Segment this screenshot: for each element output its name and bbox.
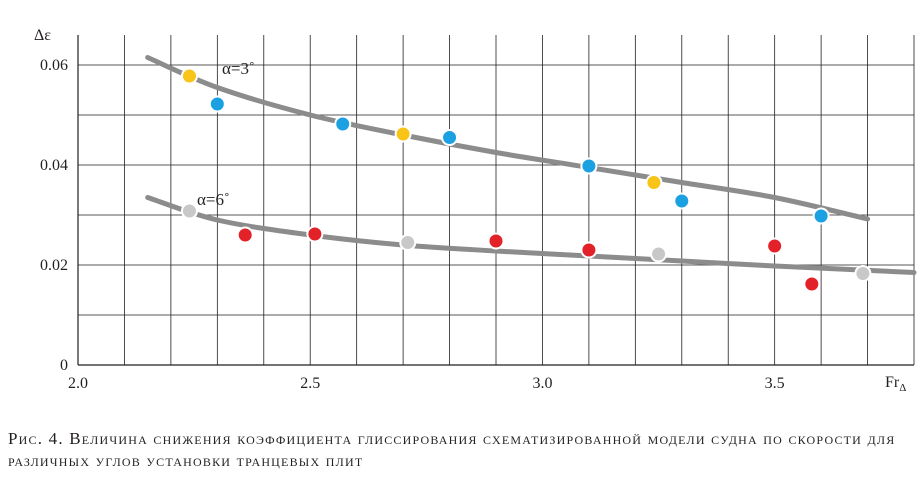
- figure-caption: Рис. 4. Величина снижения коэффициента г…: [8, 428, 908, 472]
- data-point: [441, 129, 459, 146]
- data-point: [487, 232, 505, 250]
- data-point: [673, 192, 691, 210]
- x-axis-title: FrΔ: [885, 374, 906, 394]
- data-point: [334, 115, 352, 133]
- curve-label-1: α=3˚: [222, 59, 255, 78]
- data-point: [812, 207, 830, 225]
- y-axis-title: Δε: [34, 27, 51, 44]
- y-tick-label: 0.04: [40, 157, 68, 174]
- fit-curve-2: [145, 195, 917, 275]
- x-tick-label: 3.5: [765, 375, 785, 392]
- x-tick-label: 2.0: [68, 375, 88, 392]
- x-axis-title-subscript: Δ: [899, 382, 906, 394]
- data-point: [650, 245, 668, 263]
- x-tick-label: 3.0: [532, 375, 552, 392]
- data-point: [580, 157, 598, 175]
- chart: 2.0 2.5 3.0 3.5 0 0.02 0.04 0.06 Δε FrΔ α=3˚ α=6˚: [34, 27, 917, 394]
- data-point: [236, 226, 254, 244]
- fit-curves: [145, 55, 917, 275]
- y-tick-label: 0: [60, 357, 68, 374]
- data-points: [180, 67, 872, 293]
- data-point: [803, 275, 821, 293]
- data-point: [645, 174, 663, 191]
- data-point: [394, 125, 412, 143]
- y-tick-label: 0.02: [40, 257, 68, 274]
- data-point: [208, 95, 226, 113]
- x-tick-label: 2.5: [300, 375, 320, 392]
- caption-text: Величина снижения коэффициента глиссиров…: [8, 429, 896, 470]
- data-point: [180, 202, 198, 220]
- caption-label: Рис. 4.: [8, 429, 64, 448]
- axis-labels: 2.0 2.5 3.0 3.5 0 0.02 0.04 0.06 Δε FrΔ α=3˚ α=6˚: [34, 27, 906, 394]
- data-point: [180, 67, 198, 85]
- curve-label-2: α=6˚: [197, 190, 230, 209]
- y-tick-label: 0.06: [40, 57, 68, 74]
- data-point: [854, 265, 872, 282]
- data-point: [766, 237, 784, 255]
- data-point: [399, 234, 417, 251]
- data-point: [580, 241, 598, 259]
- fit-curve-1: [145, 55, 871, 222]
- data-point: [306, 225, 324, 243]
